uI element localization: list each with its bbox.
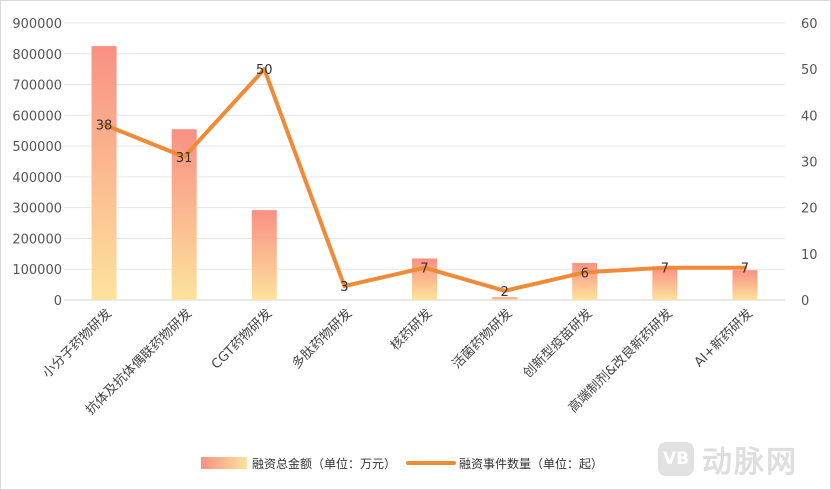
legend-line-label: 融资事件数量（单位：起） [459, 456, 603, 471]
left-axis-tick-label: 300000 [12, 202, 62, 217]
bar-series [91, 46, 758, 301]
bar [732, 270, 758, 300]
right-axis-ticks: 0 10 20 30 40 50 60 [801, 17, 818, 309]
category-label: 创新型疫苗研发 [520, 306, 596, 382]
line-data-label: 2 [500, 285, 508, 300]
category-label: AI+新药研发 [691, 306, 756, 371]
legend: 融资总金额（单位：万元） 融资事件数量（单位：起） [201, 456, 603, 471]
line-data-label: 3 [340, 280, 348, 295]
left-axis-tick-label: 400000 [12, 171, 62, 186]
line-series [102, 67, 747, 293]
line-data-label: 7 [420, 262, 428, 277]
left-axis-tick-label: 800000 [12, 48, 62, 63]
bar [251, 210, 277, 300]
bar [91, 46, 117, 301]
bar [572, 263, 598, 300]
right-axis-tick-label: 0 [801, 294, 809, 309]
right-axis-tick-label: 60 [801, 17, 818, 32]
legend-bar-label: 融资总金额（单位：万元） [252, 456, 396, 471]
bar [652, 266, 678, 300]
watermark: VB 动脉网 [658, 437, 798, 481]
left-axis-ticks: 0 100000 200000 300000 400000 500000 600000 700… [12, 17, 62, 309]
right-axis-tick-label: 50 [801, 63, 818, 78]
line-data-labels: 38 31 50 3 7 2 6 7 7 [96, 63, 749, 300]
left-axis-tick-label: 900000 [12, 17, 62, 32]
left-axis-tick-label: 100000 [12, 263, 62, 278]
left-axis-tick-label: 600000 [12, 109, 62, 124]
left-axis-tick-label: 700000 [12, 79, 62, 94]
left-axis-tick-label: 500000 [12, 140, 62, 155]
line-data-label: 38 [96, 119, 113, 134]
right-axis-tick-label: 10 [801, 248, 818, 263]
left-axis-tick-label: 200000 [12, 232, 62, 247]
line-data-label: 7 [661, 262, 669, 277]
right-axis-tick-label: 40 [801, 109, 818, 124]
left-axis-tick-label: 0 [54, 294, 62, 309]
category-label: 多肽药物研发 [289, 306, 355, 372]
legend-bar-swatch [201, 457, 247, 469]
bar [412, 258, 437, 300]
category-label: 核药研发 [387, 306, 435, 354]
watermark-text: 动脉网 [702, 445, 798, 480]
bar [492, 297, 518, 300]
line-data-label: 31 [176, 151, 193, 166]
category-label: 活菌药物研发 [449, 306, 515, 372]
right-axis-tick-label: 20 [801, 202, 818, 217]
watermark-logo-icon: VB [658, 442, 694, 476]
line-series-path [102, 67, 747, 293]
category-label: CGT药物研发 [208, 306, 275, 373]
line-data-label: 7 [741, 262, 749, 277]
category-label: 小分子药物研发 [39, 306, 115, 382]
line-data-label: 6 [581, 266, 589, 281]
line-data-label: 50 [256, 63, 273, 78]
right-axis-tick-label: 30 [801, 156, 818, 171]
